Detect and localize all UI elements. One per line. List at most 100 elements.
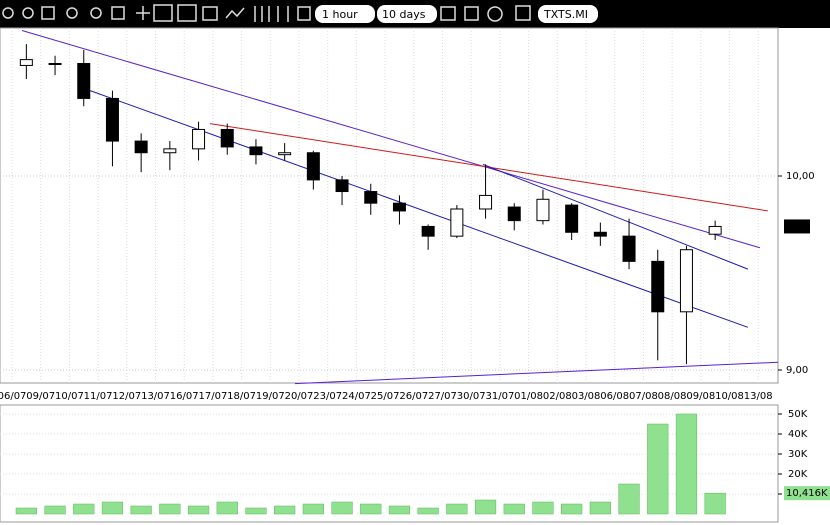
volume-bar	[73, 503, 95, 515]
candle-body	[565, 204, 579, 233]
candle-body	[622, 235, 636, 262]
table-button[interactable]	[177, 4, 197, 22]
zoom-out-button[interactable]	[22, 7, 34, 19]
candle-body	[708, 225, 722, 235]
x-tick-label: 12/07	[112, 391, 141, 402]
zoom-y-button[interactable]	[90, 7, 102, 19]
x-tick-label: 30/07	[457, 391, 486, 402]
x-tick-label: 08/08	[658, 391, 687, 402]
toolbar: 1 hour 10 days TXTS.MI	[0, 0, 830, 28]
candle-body	[679, 249, 693, 313]
trendline	[84, 88, 749, 328]
candle-body	[507, 206, 521, 222]
volume-bar	[159, 503, 181, 515]
trendline	[294, 361, 779, 385]
price-panel	[0, 27, 779, 384]
candle-body	[335, 179, 349, 193]
line-chart-button[interactable]	[225, 7, 245, 19]
x-tick-label: 18/07	[227, 391, 256, 402]
save-button[interactable]	[464, 6, 479, 21]
symbol-input[interactable]	[538, 5, 598, 23]
candle-body	[651, 260, 665, 313]
volume-bar	[360, 503, 382, 515]
volume-bar	[704, 492, 726, 515]
candle-body	[163, 148, 177, 154]
candle-body	[278, 152, 292, 156]
y-tick-label: 10,00	[786, 171, 815, 182]
x-tick-label: 23/07	[313, 391, 342, 402]
candle-button[interactable]	[254, 6, 270, 22]
grid-button[interactable]	[153, 4, 173, 22]
x-tick-label: 24/07	[342, 391, 371, 402]
x-tick-label: 06/07	[0, 391, 26, 402]
candle-body	[19, 59, 33, 66]
zoom-in-button[interactable]	[2, 7, 14, 19]
refresh-button[interactable]	[487, 6, 503, 22]
x-tick-label: 11/07	[84, 391, 113, 402]
x-tick-label: 06/08	[600, 391, 629, 402]
interval-select[interactable]	[315, 5, 375, 23]
x-tick-label: 03/08	[572, 391, 601, 402]
candle-body	[220, 128, 234, 148]
x-tick-label: 31/07	[485, 391, 514, 402]
interval-value: 1 hour	[322, 8, 358, 21]
candle-body	[77, 63, 91, 99]
reset-button[interactable]	[111, 6, 125, 20]
candle-body	[593, 231, 607, 237]
window-button[interactable]	[202, 6, 218, 21]
indicators-button[interactable]	[297, 6, 311, 21]
volume-bar	[331, 501, 353, 515]
volume-bar	[388, 505, 411, 515]
x-tick-label: 10/07	[55, 391, 84, 402]
candle-body	[421, 225, 435, 237]
volume-bar	[44, 505, 66, 515]
candle-body	[306, 152, 320, 181]
x-tick-label: 17/07	[198, 391, 227, 402]
range-select[interactable]	[377, 5, 437, 23]
zoom-fit-button[interactable]	[41, 6, 55, 20]
candle-body	[105, 97, 119, 142]
x-tick-label: 27/07	[428, 391, 457, 402]
volume-bar	[130, 505, 152, 515]
last-price-box	[784, 219, 810, 234]
volume-bar	[474, 499, 497, 515]
x-tick-label: 25/07	[371, 391, 400, 402]
y-tick-label: 9,00	[786, 365, 808, 376]
y-tick-label: 20K	[788, 469, 808, 480]
x-tick-label: 10/08	[715, 391, 744, 402]
x-tick-label: 09/07	[26, 391, 55, 402]
crosshair-button[interactable]	[136, 6, 150, 20]
volume-bar	[302, 503, 324, 515]
last-volume-box	[784, 486, 830, 501]
candle-body	[48, 63, 62, 65]
export-button[interactable]	[440, 6, 456, 21]
volume-bar	[245, 507, 267, 515]
trendline	[21, 30, 761, 249]
candle-body	[536, 198, 550, 222]
volume-bar	[101, 501, 124, 515]
last-volume-label: 10,416K	[786, 488, 828, 499]
candle-body	[249, 146, 263, 156]
range-value: 10 days	[382, 8, 426, 21]
candle-body	[450, 208, 464, 237]
symbol-value: TXTS.MI	[543, 8, 588, 21]
volume-bar	[417, 507, 439, 515]
volume-bar	[675, 413, 698, 515]
x-tick-label: 16/07	[170, 391, 199, 402]
x-tick-label: 19/07	[256, 391, 285, 402]
volume-bar	[503, 503, 525, 515]
x-tick-label: 13/08	[744, 391, 773, 402]
candle-body	[479, 194, 493, 210]
zoom-x-button[interactable]	[66, 7, 78, 19]
x-tick-label: 13/07	[141, 391, 170, 402]
candle-body	[134, 140, 148, 154]
alert-button[interactable]	[515, 5, 531, 21]
candle-body	[392, 202, 406, 212]
volume-bar	[589, 501, 611, 515]
last-price-label: 9,74	[787, 221, 809, 232]
volume-bar	[446, 503, 468, 515]
y-tick-label: 30K	[788, 449, 808, 460]
ohlc-button[interactable]	[277, 6, 289, 22]
